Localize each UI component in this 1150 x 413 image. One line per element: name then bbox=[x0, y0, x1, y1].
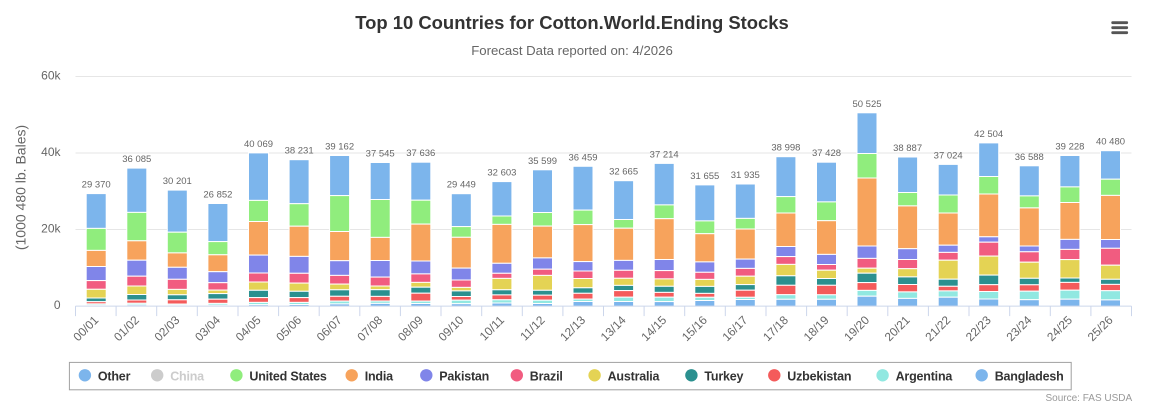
svg-text:30 201: 30 201 bbox=[163, 176, 192, 187]
svg-text:36 459: 36 459 bbox=[568, 152, 597, 163]
svg-text:38 998: 38 998 bbox=[771, 143, 800, 154]
svg-text:42 504: 42 504 bbox=[974, 129, 1003, 140]
svg-text:0: 0 bbox=[54, 298, 61, 312]
svg-text:39 228: 39 228 bbox=[1055, 142, 1084, 153]
svg-text:60k: 60k bbox=[41, 68, 61, 82]
svg-text:40 480: 40 480 bbox=[1096, 137, 1125, 148]
svg-text:29 370: 29 370 bbox=[82, 180, 111, 191]
svg-text:26 852: 26 852 bbox=[203, 190, 232, 201]
svg-text:United States: United States bbox=[249, 369, 327, 383]
svg-text:39 162: 39 162 bbox=[325, 142, 354, 153]
svg-text:38 231: 38 231 bbox=[285, 146, 314, 157]
svg-text:31 655: 31 655 bbox=[690, 171, 719, 182]
svg-text:50 525: 50 525 bbox=[852, 99, 881, 110]
svg-text:37 545: 37 545 bbox=[366, 149, 395, 160]
svg-text:36 588: 36 588 bbox=[1015, 152, 1044, 163]
svg-text:Argentina: Argentina bbox=[896, 369, 954, 383]
svg-text:29 449: 29 449 bbox=[447, 180, 476, 191]
svg-text:Brazil: Brazil bbox=[530, 369, 563, 383]
svg-text:38 887: 38 887 bbox=[893, 143, 922, 154]
svg-text:37 428: 37 428 bbox=[812, 148, 841, 159]
svg-text:Australia: Australia bbox=[608, 369, 661, 383]
svg-text:36 085: 36 085 bbox=[122, 154, 151, 165]
svg-text:31 935: 31 935 bbox=[731, 170, 760, 181]
svg-text:Pakistan: Pakistan bbox=[439, 369, 489, 383]
svg-text:32 603: 32 603 bbox=[487, 168, 516, 179]
svg-text:40k: 40k bbox=[41, 145, 61, 159]
svg-text:India: India bbox=[365, 369, 394, 383]
svg-text:Uzbekistan: Uzbekistan bbox=[787, 369, 851, 383]
svg-text:40 069: 40 069 bbox=[244, 139, 273, 150]
svg-text:Forecast Data reported on: 4/2: Forecast Data reported on: 4/2026 bbox=[471, 43, 673, 58]
svg-text:Bangladesh: Bangladesh bbox=[995, 369, 1064, 383]
svg-text:37 024: 37 024 bbox=[934, 150, 963, 161]
svg-text:Other: Other bbox=[98, 369, 131, 383]
svg-text:37 214: 37 214 bbox=[650, 149, 679, 160]
svg-text:Top 10 Countries for Cotton.Wo: Top 10 Countries for Cotton.World.Ending… bbox=[355, 12, 789, 33]
svg-text:32 665: 32 665 bbox=[609, 167, 638, 178]
svg-text:Source: FAS USDA: Source: FAS USDA bbox=[1045, 393, 1132, 404]
svg-text:Turkey: Turkey bbox=[704, 369, 743, 383]
svg-text:China: China bbox=[170, 369, 205, 383]
svg-text:35 599: 35 599 bbox=[528, 156, 557, 167]
svg-text:20k: 20k bbox=[41, 222, 61, 236]
svg-text:(1000 480 lb. Bales): (1000 480 lb. Bales) bbox=[13, 125, 29, 250]
svg-text:37 636: 37 636 bbox=[406, 148, 435, 159]
